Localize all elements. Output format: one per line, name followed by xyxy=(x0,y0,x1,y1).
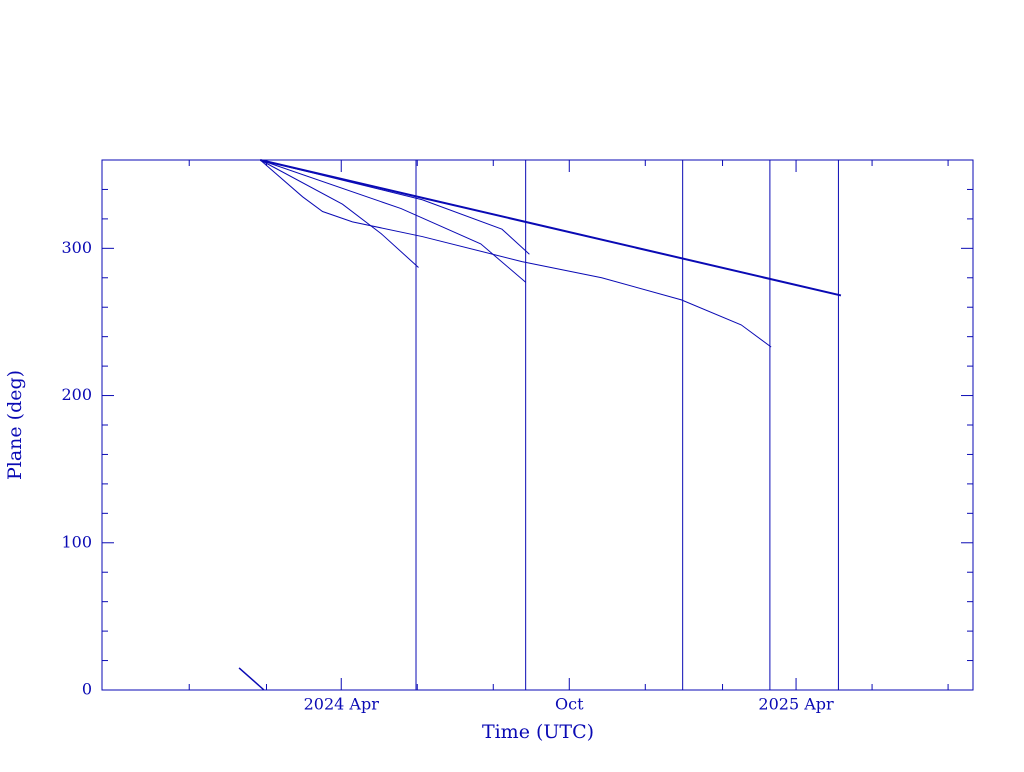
x-axis-label: Time (UTC) xyxy=(482,721,594,743)
y-tick-label: 100 xyxy=(61,532,92,551)
x-tick-label: Oct xyxy=(555,695,584,714)
y-tick-label: 200 xyxy=(61,385,92,404)
y-tick-label: 0 xyxy=(82,680,92,699)
series-line xyxy=(260,159,530,255)
x-tick-label: 2025 Apr xyxy=(758,695,834,714)
series-line xyxy=(238,667,265,691)
series-line xyxy=(259,159,772,348)
series-line xyxy=(260,159,419,268)
series-line xyxy=(260,159,526,283)
y-axis-label: Plane (deg) xyxy=(4,370,26,480)
x-tick-label: 2024 Apr xyxy=(304,695,380,714)
plot-frame xyxy=(101,159,974,691)
y-tick-label: 300 xyxy=(61,238,92,257)
series-line xyxy=(260,159,842,297)
